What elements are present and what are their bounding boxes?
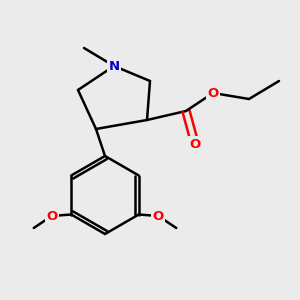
Text: O: O: [46, 209, 57, 223]
Text: O: O: [207, 86, 219, 100]
Text: O: O: [189, 137, 201, 151]
Text: O: O: [153, 209, 164, 223]
Text: N: N: [108, 59, 120, 73]
